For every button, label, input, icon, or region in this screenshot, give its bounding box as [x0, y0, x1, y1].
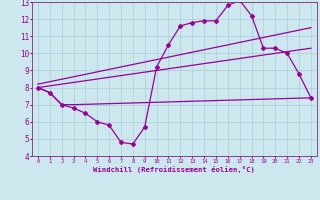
X-axis label: Windchill (Refroidissement éolien,°C): Windchill (Refroidissement éolien,°C): [93, 166, 255, 173]
